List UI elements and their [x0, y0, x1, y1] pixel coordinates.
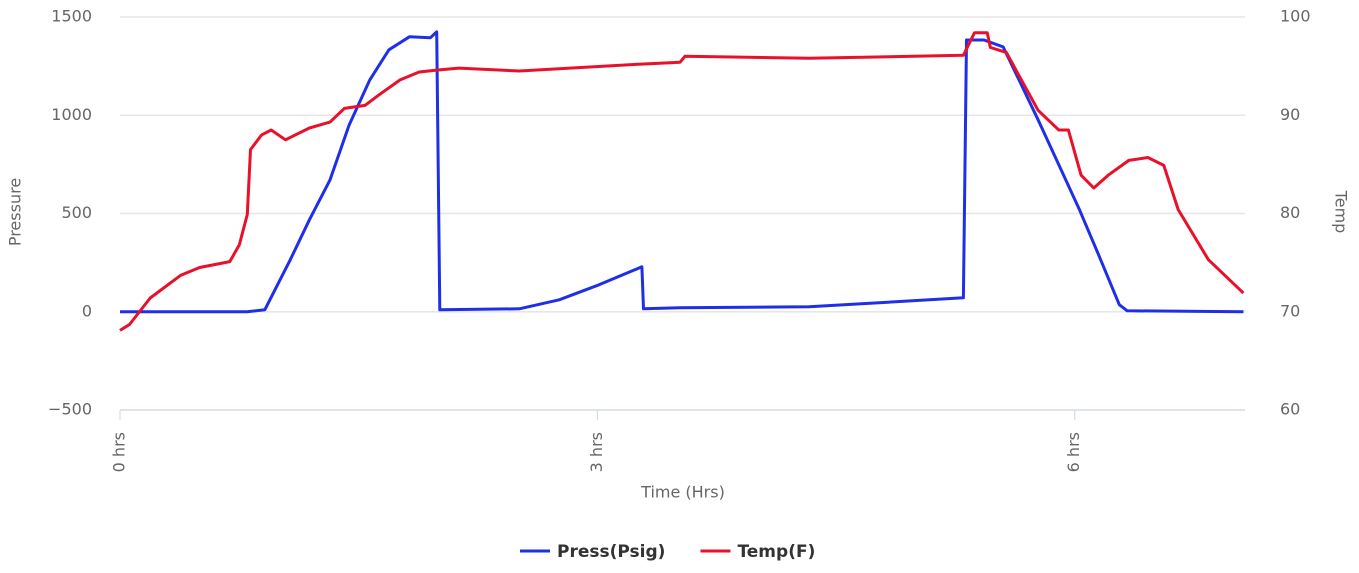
y-tick-label: 500	[61, 203, 92, 222]
series-line	[119, 31, 1245, 332]
y-tick-label: −500	[48, 400, 92, 419]
y-axis-title: Pressure	[6, 178, 25, 246]
y2-tick-label: 80	[1280, 203, 1300, 222]
legend-label: Press(Psig)	[557, 542, 665, 562]
legend: Press(Psig) Temp(F)	[520, 542, 815, 562]
legend-label: Temp(F)	[737, 542, 815, 562]
y2-tick-label: 90	[1280, 105, 1300, 124]
x-tick-label: 0 hrs	[110, 432, 129, 472]
y-tick-label: 1000	[51, 105, 92, 124]
y-tick-label: 0	[82, 301, 92, 320]
y-tick-label: 1500	[51, 7, 92, 26]
y2-tick-label: 100	[1280, 7, 1311, 26]
x-tick-label: 3 hrs	[587, 432, 606, 472]
series-line	[120, 30, 1244, 314]
x-axis-title: Time (Hrs)	[640, 483, 725, 502]
x-tick-label: 6 hrs	[1064, 432, 1083, 472]
y2-tick-label: 60	[1280, 400, 1300, 419]
y2-tick-label: 70	[1280, 301, 1300, 320]
y2-axis-title: Temp	[1332, 190, 1351, 234]
